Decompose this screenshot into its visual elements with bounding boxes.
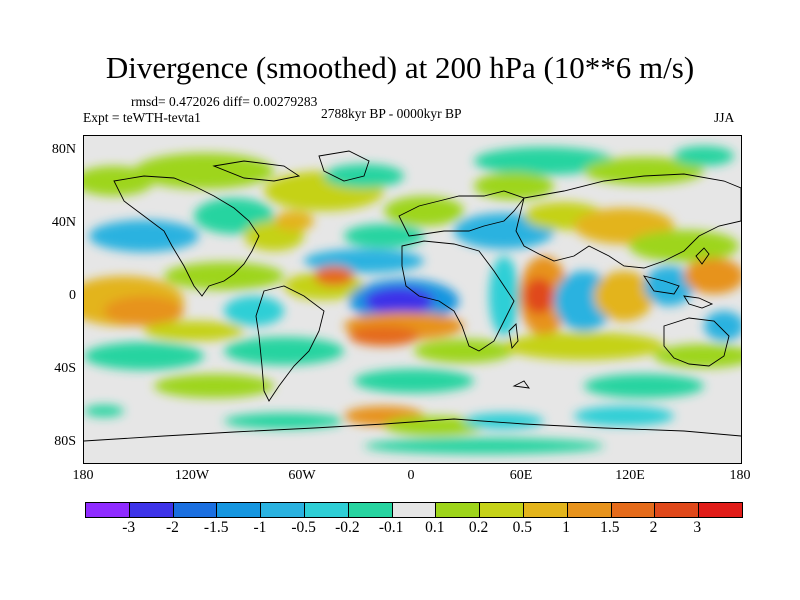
divergence-field [84, 146, 741, 454]
colorbar-label: -0.2 [335, 519, 360, 536]
colorbar-label: -0.5 [291, 519, 316, 536]
lon-label: 0 [407, 468, 415, 483]
colorbar-swatch [304, 503, 349, 517]
colorbar-swatch [655, 503, 700, 517]
lat-label: 40S [54, 361, 76, 376]
colorbar-label: -0.1 [378, 519, 404, 536]
colorbar-swatch [217, 503, 262, 517]
season-label: JJA [714, 110, 735, 125]
experiment-label: Expt = teWTH-tevta1 [83, 110, 201, 125]
colorbar-swatch [261, 503, 305, 517]
stats-text: rmsd= 0.472026 diff= 0.00279283 [131, 94, 318, 109]
colorbar-swatch [611, 503, 656, 517]
lon-label: 60W [288, 468, 316, 483]
colorbar-swatch [567, 503, 612, 517]
colorbar-swatch [129, 503, 174, 517]
colorbar-label: 1 [562, 519, 570, 536]
colorbar-swatch [348, 503, 393, 517]
colorbar-swatch [173, 503, 218, 517]
colorbar-swatch [392, 503, 437, 517]
lat-label: 80N [51, 142, 76, 157]
colorbar [85, 502, 743, 518]
colorbar-label: -2 [165, 519, 179, 536]
period-label: 2788kyr BP - 0000kyr BP [321, 106, 462, 121]
lon-label: 180 [72, 468, 94, 483]
plot-title: Divergence (smoothed) at 200 hPa (10**6 … [105, 50, 695, 85]
colorbar-label: 3 [693, 519, 702, 536]
colorbar-label: 0.1 [425, 519, 445, 536]
lat-label: 0 [69, 288, 76, 303]
colorbar-swatch [86, 503, 130, 517]
colorbar-swatch [436, 503, 481, 517]
lat-label: 80S [54, 434, 76, 449]
lon-label: 60E [509, 468, 533, 483]
colorbar-label: 0.2 [468, 519, 489, 536]
lon-label: 180 [729, 468, 751, 483]
colorbar-swatch [699, 503, 742, 517]
divergence-map [84, 136, 741, 463]
colorbar-label: -3 [122, 519, 136, 536]
colorbar-label: 2 [649, 519, 658, 536]
colorbar-swatch [480, 503, 524, 517]
map-panel [83, 135, 742, 464]
lon-label: 120E [615, 468, 645, 483]
colorbar-label: -1 [253, 519, 267, 536]
colorbar-label: 1.5 [600, 519, 620, 536]
colorbar-label: -1.5 [203, 519, 229, 536]
colorbar-label: 0.5 [512, 519, 533, 536]
lon-label: 120W [174, 468, 210, 483]
coastlines [84, 150, 741, 442]
colorbar-swatch [523, 503, 568, 517]
lat-label: 40N [51, 215, 76, 230]
